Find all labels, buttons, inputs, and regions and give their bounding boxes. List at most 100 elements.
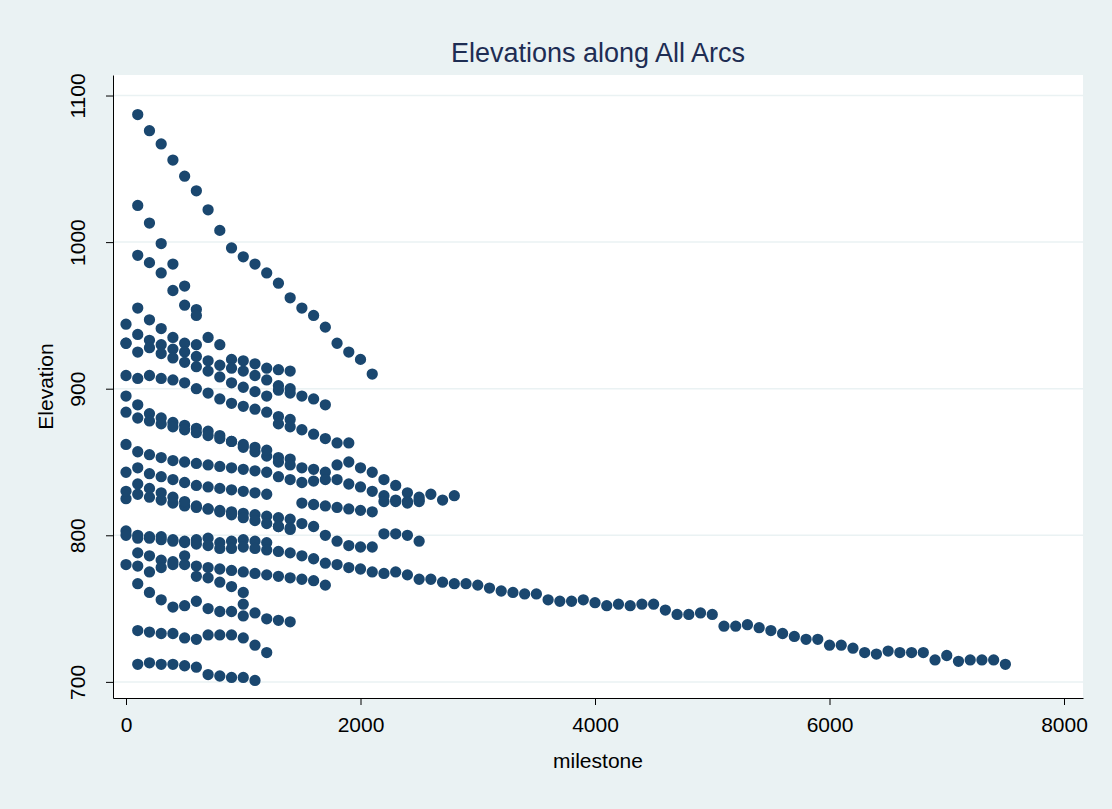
point [296, 390, 307, 401]
point [156, 267, 167, 278]
point [613, 599, 624, 610]
point [285, 616, 296, 627]
y-tick-mark [106, 389, 113, 390]
y-tick-label: 1100 [66, 73, 89, 118]
point [413, 536, 424, 547]
x-axis-line [114, 698, 1084, 699]
point [507, 587, 518, 598]
point [132, 109, 143, 120]
point [214, 461, 225, 472]
point [261, 363, 272, 374]
point [144, 531, 155, 542]
x-tick-mark [595, 698, 596, 705]
point [367, 467, 378, 478]
point [941, 650, 952, 661]
point [156, 452, 167, 463]
point [191, 383, 202, 394]
point [132, 399, 143, 410]
point [249, 370, 260, 381]
point [120, 319, 131, 330]
point [167, 659, 178, 670]
point [226, 606, 237, 617]
point [132, 659, 143, 670]
y-tick: 900 [66, 372, 113, 407]
x-tick-label: 4000 [572, 713, 619, 736]
point [156, 323, 167, 334]
point [249, 442, 260, 453]
point [238, 355, 249, 366]
point [120, 559, 131, 570]
point [144, 550, 155, 561]
point [308, 575, 319, 586]
point [390, 528, 401, 539]
point [320, 557, 331, 568]
y-tick-label: 900 [66, 372, 89, 407]
point [226, 242, 237, 253]
background [0, 0, 1112, 809]
point [144, 468, 155, 479]
point [120, 486, 131, 497]
point [625, 600, 636, 611]
point [285, 292, 296, 303]
point [718, 621, 729, 632]
point [214, 360, 225, 371]
point [320, 433, 331, 444]
point [167, 332, 178, 343]
point [320, 500, 331, 511]
point [202, 204, 213, 215]
point [296, 518, 307, 529]
point [285, 572, 296, 583]
point [496, 585, 507, 596]
point [202, 481, 213, 492]
point [988, 654, 999, 665]
point [179, 632, 190, 643]
point [1000, 659, 1011, 670]
point [202, 669, 213, 680]
point [226, 436, 237, 447]
point [156, 418, 167, 429]
point [730, 621, 741, 632]
grid-line [113, 95, 1083, 97]
point [695, 607, 706, 618]
point [179, 346, 190, 357]
point [308, 393, 319, 404]
x-tick-mark [361, 698, 362, 705]
point [156, 471, 167, 482]
point [378, 528, 389, 539]
point [226, 377, 237, 388]
point [191, 662, 202, 673]
point [167, 474, 178, 485]
point [636, 599, 647, 610]
x-tick-label: 8000 [1041, 713, 1088, 736]
point [320, 579, 331, 590]
point [238, 632, 249, 643]
point [202, 503, 213, 514]
point [367, 541, 378, 552]
point [167, 492, 178, 503]
point [261, 374, 272, 385]
point [191, 634, 202, 645]
point [226, 629, 237, 640]
point [413, 496, 424, 507]
point [167, 559, 178, 570]
y-tick: 1000 [66, 219, 113, 266]
point [132, 560, 143, 571]
point [390, 566, 401, 577]
point [202, 503, 213, 514]
point [179, 660, 190, 671]
point [789, 631, 800, 642]
point [331, 502, 342, 513]
point [144, 217, 155, 228]
x-axis-title: milestone [553, 749, 643, 772]
point [202, 603, 213, 614]
point [871, 648, 882, 659]
point [578, 594, 589, 605]
point [179, 550, 190, 561]
point [238, 610, 249, 621]
point [179, 377, 190, 388]
point [308, 521, 319, 532]
point [156, 138, 167, 149]
point [285, 474, 296, 485]
point [202, 562, 213, 573]
point [378, 568, 389, 579]
